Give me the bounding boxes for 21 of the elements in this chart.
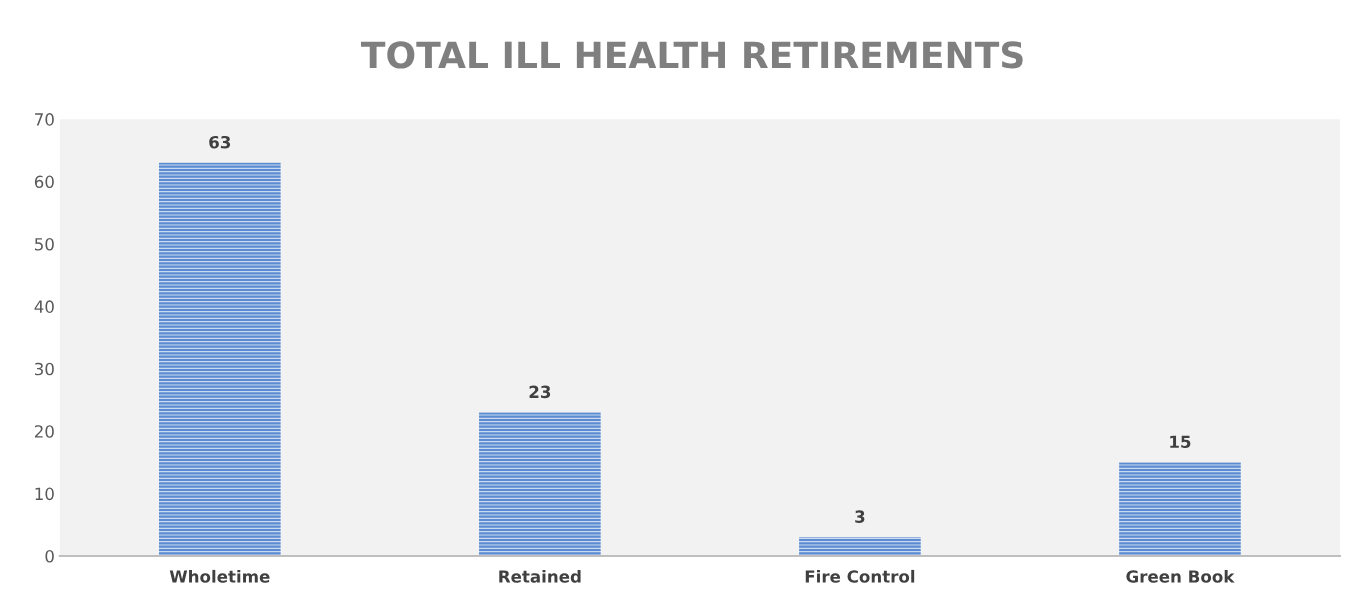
data-label: 3 [855, 510, 865, 523]
x-tick-label: Wholetime [169, 569, 270, 583]
y-tick-label: 20 [34, 425, 54, 438]
bar [1119, 462, 1241, 557]
data-label: 23 [529, 385, 551, 399]
y-tick-label: 30 [35, 362, 54, 376]
bar [479, 412, 601, 557]
bar [159, 162, 281, 557]
y-tick-label: 60 [34, 175, 54, 189]
y-tick-label: 50 [35, 237, 54, 251]
x-tick-label: Green Book [1126, 569, 1235, 583]
data-label: 15 [1170, 435, 1191, 449]
x-tick-label: Retained [499, 569, 581, 583]
y-tick-label: 40 [34, 300, 54, 313]
y-tick-label: 10 [35, 487, 54, 501]
y-tick-label: 0 [45, 549, 54, 563]
bar [799, 537, 921, 557]
y-tick-label: 70 [35, 113, 54, 126]
data-label: 63 [209, 135, 231, 149]
chart-title: TOTAL ILL HEALTH RETIREMENTS [361, 41, 1023, 69]
x-tick-label: Fire Control [805, 569, 915, 583]
